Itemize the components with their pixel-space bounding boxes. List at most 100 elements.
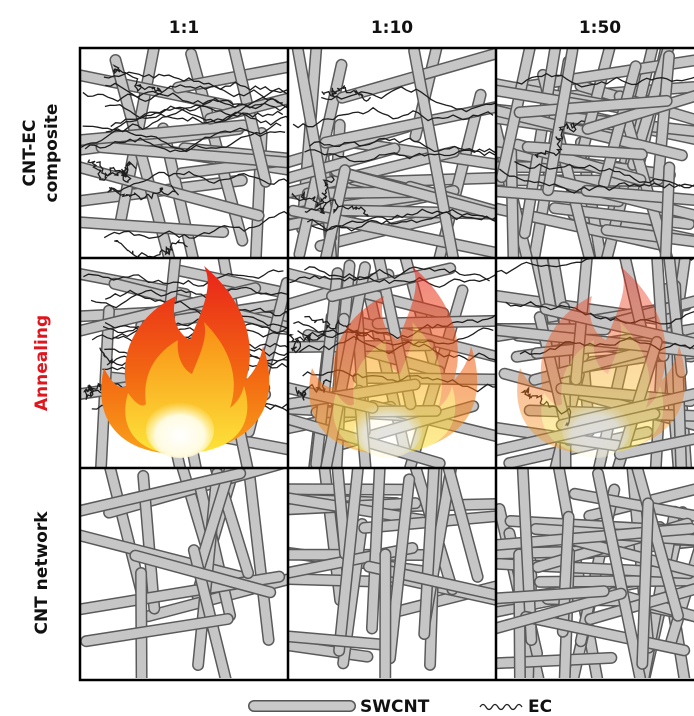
tube	[367, 468, 385, 633]
legend: SWCNT EC	[248, 697, 552, 716]
tube	[321, 165, 350, 258]
ec-chain	[107, 184, 180, 201]
tube	[205, 93, 288, 124]
tube	[96, 142, 288, 167]
tube	[80, 217, 228, 237]
ec-chain	[90, 286, 288, 309]
cell	[288, 48, 496, 258]
tube	[543, 48, 577, 195]
row-label: composite	[42, 104, 62, 203]
tube	[80, 468, 245, 516]
tube	[602, 225, 694, 246]
tube	[288, 631, 395, 650]
grid-frame	[78, 46, 694, 682]
ec-chain	[304, 148, 496, 163]
tube	[661, 162, 674, 258]
tube	[173, 62, 288, 93]
tube	[523, 142, 647, 159]
tube	[582, 186, 694, 205]
tube	[653, 51, 674, 184]
cell	[288, 258, 496, 468]
tube	[288, 574, 394, 587]
tube	[496, 653, 616, 668]
tube	[331, 166, 496, 220]
ec-chain	[516, 72, 694, 88]
tube	[496, 589, 626, 633]
tube	[96, 306, 114, 468]
flame	[101, 266, 270, 458]
tube	[497, 48, 535, 182]
row-label: Annealing	[32, 315, 52, 411]
ec-chain	[108, 170, 288, 193]
tube	[419, 468, 439, 639]
tube	[637, 498, 653, 669]
ec-chain	[80, 122, 282, 153]
tube	[514, 549, 525, 678]
tube	[506, 138, 518, 258]
ec-chain	[288, 330, 326, 354]
cell	[80, 48, 288, 258]
tube	[385, 474, 414, 663]
column-header: 1:1	[169, 18, 199, 38]
tube	[80, 120, 249, 145]
tube	[593, 469, 645, 678]
tube	[81, 614, 233, 646]
tube	[518, 468, 536, 645]
ec-chain	[110, 97, 288, 128]
flame-core	[562, 402, 630, 458]
ec-chain	[498, 168, 694, 194]
ec-chain	[505, 301, 694, 325]
flame-core	[146, 402, 214, 458]
legend-label: SWCNT	[360, 697, 430, 716]
ec-chain	[291, 176, 335, 208]
ec-chain	[84, 127, 286, 153]
ec-chain	[114, 238, 188, 258]
tube	[288, 143, 399, 183]
cell	[496, 258, 694, 468]
ec-chain	[82, 90, 283, 107]
cell	[496, 48, 694, 258]
legend-label: EC	[528, 697, 552, 716]
tube	[244, 468, 274, 645]
ec-chain	[304, 199, 369, 217]
ec-chain	[105, 81, 288, 102]
row-label: CNT-EC	[20, 120, 40, 187]
tube	[562, 533, 694, 576]
ec-chain	[321, 86, 496, 113]
ec-chain	[311, 211, 496, 232]
tube	[496, 586, 609, 603]
flame-core	[354, 402, 422, 458]
tube	[334, 468, 363, 656]
cells	[80, 48, 694, 678]
tube	[443, 468, 483, 582]
cell	[288, 468, 496, 678]
cell	[80, 258, 288, 468]
column-header: 1:10	[371, 18, 413, 38]
ec-chain	[321, 85, 372, 102]
ec-chain	[534, 120, 585, 159]
tube	[80, 70, 233, 111]
tube	[632, 468, 683, 621]
tube	[333, 468, 350, 559]
tube	[320, 102, 496, 148]
flame	[309, 266, 478, 458]
ec-chain	[112, 63, 163, 93]
tube	[229, 48, 271, 187]
tube	[615, 434, 694, 459]
tube	[583, 91, 694, 134]
ec-chain	[309, 137, 496, 157]
tube	[520, 48, 560, 238]
ec-chain	[297, 313, 496, 340]
ec-chain	[289, 266, 490, 284]
ec-chain	[103, 71, 288, 98]
row-label: CNT network	[32, 511, 52, 635]
cell	[80, 468, 288, 678]
grid	[78, 46, 694, 682]
ec-chain	[96, 161, 132, 184]
ec-chain	[83, 269, 284, 287]
ec-chain	[292, 106, 494, 129]
ec-chain	[103, 210, 288, 239]
flame	[517, 266, 686, 458]
cell	[496, 468, 694, 678]
